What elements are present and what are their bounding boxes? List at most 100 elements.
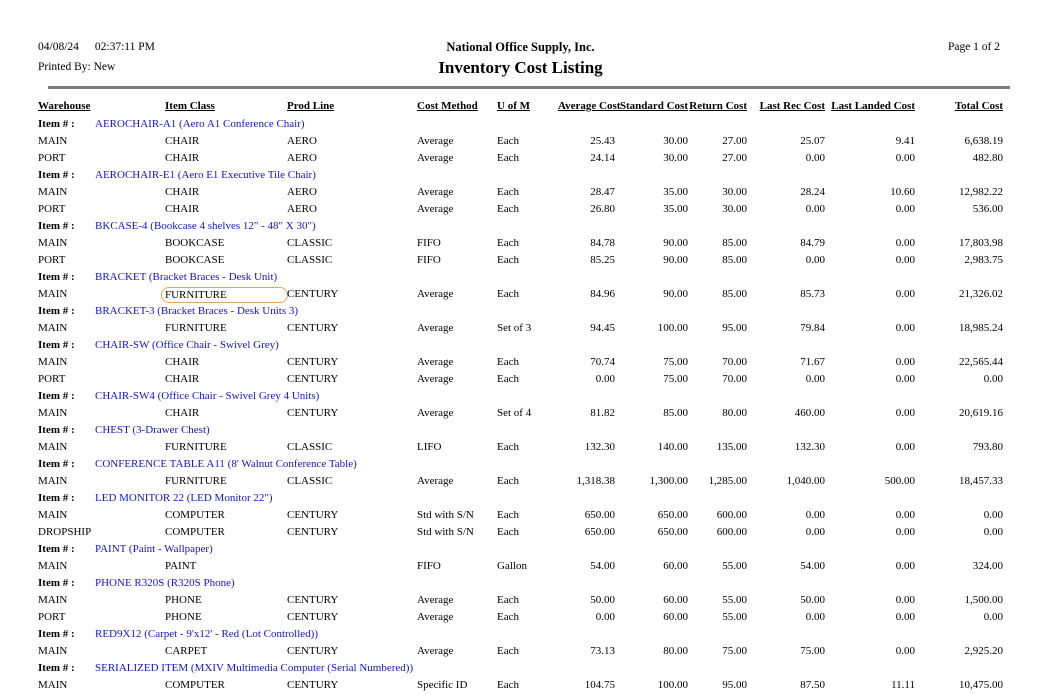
uom-cell: Each (497, 203, 519, 215)
item-description-link: AEROCHAIR-A1 (Aero A1 Conference Chair) (95, 118, 305, 130)
last-rec-cost-cell: 84.79 (800, 237, 825, 249)
average-cost-cell: 28.47 (590, 186, 615, 198)
last-landed-cost-cell: 0.00 (895, 611, 915, 623)
item-class-cell: PHONE (165, 611, 202, 623)
prod-line-cell: CENTURY (287, 645, 339, 657)
return-cost-cell: 30.00 (722, 203, 747, 215)
average-cost-cell: 25.43 (590, 135, 615, 147)
total-cost-cell: 0.00 (983, 373, 1003, 385)
total-cost-cell: 482.80 (972, 152, 1003, 164)
return-cost-cell: 70.00 (722, 373, 747, 385)
item-number-label: Item # : (38, 628, 75, 640)
last-landed-cost-cell: 0.00 (895, 254, 915, 266)
item-header-row: Item # : PHONE R320S (R320S Phone) (38, 575, 1003, 592)
return-cost-cell: 95.00 (722, 679, 747, 691)
average-cost-cell: 26.80 (590, 203, 615, 215)
return-cost-cell: 85.00 (722, 288, 747, 300)
return-cost-cell: 70.00 (722, 356, 747, 368)
item-header-row: Item # : BRACKET-3 (Bracket Braces - Desk… (38, 303, 1003, 320)
item-description-link: BRACKET (Bracket Braces - Desk Unit) (95, 271, 278, 283)
total-cost-cell: 21,326.02 (959, 288, 1003, 300)
cost-method-cell: Average (417, 594, 454, 606)
total-cost-cell: 22,565.44 (959, 356, 1003, 368)
last-landed-cost-cell: 0.00 (895, 322, 915, 334)
standard-cost-cell: 85.00 (663, 407, 688, 419)
last-landed-cost-cell: 0.00 (895, 237, 915, 249)
last-landed-cost-cell: 0.00 (895, 526, 915, 538)
standard-cost-cell: 100.00 (657, 679, 688, 691)
uom-cell: Each (497, 645, 519, 657)
col-header-item-class: Item Class (165, 100, 215, 112)
table-row: MAIN FURNITURE CENTURY Average Set of 3 94.45… (38, 320, 1003, 337)
standard-cost-cell: 650.00 (657, 526, 688, 538)
table-row: MAIN CHAIR CENTURY Average Set of 4 81.82 85.0… (38, 405, 1003, 422)
item-class-cell: BOOKCASE (165, 254, 225, 266)
item-description-link: BRACKET-3 (Bracket Braces - Desk Units 3… (95, 305, 299, 317)
item-description-link: PAINT (Paint - Wallpaper) (95, 543, 213, 555)
average-cost-cell: 73.13 (590, 645, 615, 657)
item-header-row: Item # : RED9X12 (Carpet - 9'x12' - Red (… (38, 626, 1003, 643)
item-class-cell: CHAIR (165, 152, 200, 164)
total-cost-cell: 18,457.33 (959, 475, 1003, 487)
warehouse-cell: DROPSHIP (38, 526, 92, 538)
uom-cell: Each (497, 526, 519, 538)
standard-cost-cell: 75.00 (663, 356, 688, 368)
return-cost-cell: 1,285.00 (708, 475, 748, 487)
item-number-label: Item # : (38, 339, 75, 351)
standard-cost-cell: 35.00 (663, 203, 688, 215)
warehouse-cell: MAIN (38, 645, 68, 657)
item-number-label: Item # : (38, 220, 75, 232)
prod-line-cell: CENTURY (287, 322, 339, 334)
uom-cell: Each (497, 679, 519, 691)
total-cost-cell: 2,925.20 (964, 645, 1004, 657)
last-rec-cost-cell: 85.73 (800, 288, 825, 300)
average-cost-cell: 24.14 (590, 152, 615, 164)
item-class-cell: COMPUTER (165, 526, 225, 538)
total-cost-cell: 0.00 (983, 611, 1003, 623)
warehouse-cell: MAIN (38, 560, 68, 572)
last-rec-cost-cell: 0.00 (805, 203, 825, 215)
last-rec-cost-cell: 0.00 (805, 611, 825, 623)
item-number-label: Item # : (38, 662, 75, 674)
uom-cell: Each (497, 237, 519, 249)
printed-by: Printed By: New (38, 61, 116, 73)
uom-cell: Each (497, 254, 519, 266)
uom-cell: Set of 4 (497, 407, 532, 419)
return-cost-cell: 85.00 (722, 254, 747, 266)
warehouse-cell: MAIN (38, 679, 68, 691)
item-class-cell: COMPUTER (165, 509, 225, 521)
average-cost-cell: 650.00 (584, 526, 615, 538)
last-rec-cost-cell: 54.00 (800, 560, 825, 572)
last-landed-cost-cell: 0.00 (895, 645, 915, 657)
total-cost-cell: 1,500.00 (964, 594, 1004, 606)
item-class-cell[interactable]: FURNITURE (161, 286, 288, 303)
table-row: MAIN PHONE CENTURY Average Each 50.00 60.00 55.… (38, 592, 1003, 609)
last-landed-cost-cell: 0.00 (895, 594, 915, 606)
header-rule (48, 86, 1010, 89)
standard-cost-cell: 30.00 (663, 152, 688, 164)
item-description-link: CHAIR-SW4 (Office Chair - Swivel Grey 4 … (95, 390, 320, 402)
cost-method-cell: Average (417, 135, 454, 147)
item-description-link: CHAIR-SW (Office Chair - Swivel Grey) (95, 339, 279, 351)
last-landed-cost-cell: 9.41 (895, 135, 915, 147)
item-description-link: CONFERENCE TABLE A11 (8' Walnut Conferen… (95, 458, 357, 470)
last-landed-cost-cell: 500.00 (884, 475, 915, 487)
highlighted-cell: FURNITURE (161, 287, 288, 303)
uom-cell: Each (497, 475, 519, 487)
standard-cost-cell: 100.00 (657, 322, 688, 334)
prod-line-cell: AERO (287, 186, 317, 198)
table-row: DROPSHIP COMPUTER CENTURY Std with S/N Each 6… (38, 524, 1003, 541)
last-landed-cost-cell: 0.00 (895, 288, 915, 300)
item-header-row: Item # : SERIALIZED ITEM (MXIV Multimedia… (38, 660, 1003, 677)
average-cost-cell: 70.74 (590, 356, 615, 368)
item-class-cell: CHAIR (165, 373, 200, 385)
prod-line-cell: AERO (287, 152, 317, 164)
total-cost-cell: 10,475.00 (959, 679, 1003, 691)
warehouse-cell: PORT (38, 203, 66, 215)
prod-line-cell: CENTURY (287, 407, 339, 419)
prod-line-cell: CENTURY (287, 526, 339, 538)
cost-method-cell: Average (417, 475, 454, 487)
col-header-warehouse: Warehouse (38, 100, 91, 112)
item-number-label: Item # : (38, 492, 75, 504)
total-cost-cell: 0.00 (983, 509, 1003, 521)
